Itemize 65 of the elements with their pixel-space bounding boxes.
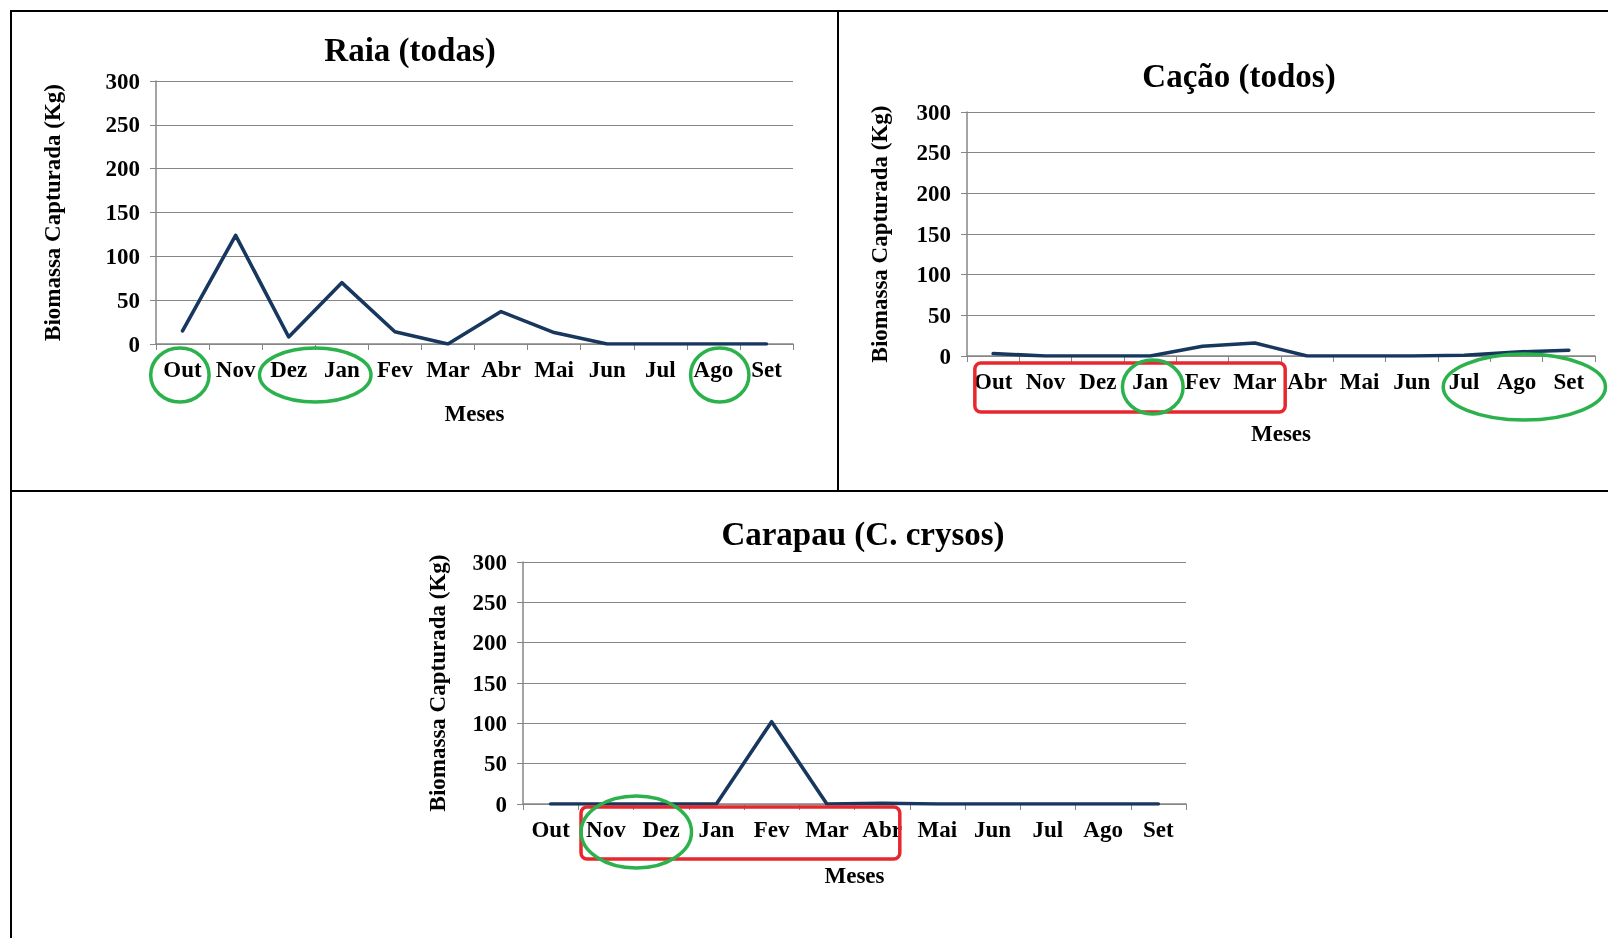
x-tick-label: Set	[1143, 817, 1175, 842]
y-tick-label: 300	[105, 68, 140, 94]
x-tick-label: Jul	[1032, 817, 1064, 842]
y-tick-label: 150	[916, 221, 951, 247]
x-tick-label: Out	[973, 369, 1013, 394]
y-axis-title: Biomassa Capturada (Kg)	[867, 105, 892, 363]
x-tick-label: Mai	[917, 817, 958, 842]
y-tick-label: 100	[105, 243, 140, 269]
chart-title: Carapau (C. crysos)	[721, 515, 1005, 553]
x-axis-title: Meses	[1250, 421, 1312, 446]
x-tick-label: Fev	[1184, 369, 1221, 394]
x-tick-label: Mai	[1339, 369, 1380, 394]
x-tick-label: Out	[531, 817, 571, 842]
x-tick-label: Ago	[1496, 369, 1537, 394]
y-tick-label: 0	[128, 331, 140, 357]
x-tick-label: Abr	[1287, 369, 1327, 394]
y-axis-title: Biomassa Capturada (Kg)	[40, 84, 65, 341]
x-axis-title: Meses	[824, 863, 885, 888]
x-tick-label: Set	[1553, 369, 1585, 394]
x-tick-label: Abr	[481, 357, 521, 382]
chart-title: Raia (todas)	[324, 31, 496, 69]
x-tick-label: Nov	[1025, 369, 1066, 394]
y-tick-label: 200	[105, 156, 140, 182]
y-tick-label: 200	[916, 180, 951, 206]
y-tick-label: 50	[484, 751, 507, 777]
x-tick-label: Fev	[376, 357, 414, 382]
x-tick-label: Jan	[698, 817, 735, 842]
y-tick-label: 250	[105, 112, 140, 138]
x-tick-label: Jan	[1132, 369, 1169, 394]
x-tick-label: Dez	[1079, 369, 1117, 394]
y-tick-label: 50	[928, 302, 951, 328]
x-tick-label: Jun	[974, 817, 1012, 842]
x-tick-label: Jul	[644, 357, 676, 382]
y-tick-label: 250	[472, 589, 507, 615]
x-tick-label: Out	[163, 357, 203, 382]
y-tick-label: 300	[472, 549, 507, 575]
x-tick-label: Fev	[753, 817, 790, 842]
x-tick-label: Ago	[693, 357, 734, 382]
y-tick-label: 150	[105, 200, 140, 225]
x-tick-label: Dez	[270, 357, 308, 382]
y-tick-label: 100	[916, 262, 951, 288]
x-tick-label: Jul	[1448, 369, 1480, 394]
x-axis-title: Meses	[444, 401, 505, 426]
chart-title: Cação (todos)	[1142, 57, 1336, 95]
x-tick-label: Jan	[323, 357, 360, 382]
y-tick-label: 300	[916, 99, 951, 125]
x-tick-label: Ago	[1083, 817, 1123, 842]
y-tick-label: 150	[472, 670, 507, 696]
x-tick-label: Jun	[588, 357, 626, 382]
x-tick-label: Jun	[1393, 369, 1431, 394]
y-tick-label: 100	[472, 710, 507, 736]
x-tick-label: Mar	[426, 357, 470, 382]
y-tick-label: 250	[916, 140, 951, 166]
y-tick-label: 200	[472, 630, 507, 656]
x-tick-label: Mar	[805, 817, 849, 842]
x-tick-label: Set	[751, 357, 783, 382]
x-tick-label: Dez	[642, 817, 680, 842]
y-tick-label: 0	[495, 791, 507, 817]
y-tick-label: 0	[939, 343, 951, 369]
x-tick-label: Nov	[586, 817, 627, 842]
x-tick-label: Nov	[215, 357, 256, 382]
y-tick-label: 50	[117, 287, 140, 313]
x-tick-label: Mai	[534, 357, 575, 382]
x-tick-label: Mar	[1233, 369, 1277, 394]
y-axis-title: Biomassa Capturada (Kg)	[425, 554, 450, 812]
